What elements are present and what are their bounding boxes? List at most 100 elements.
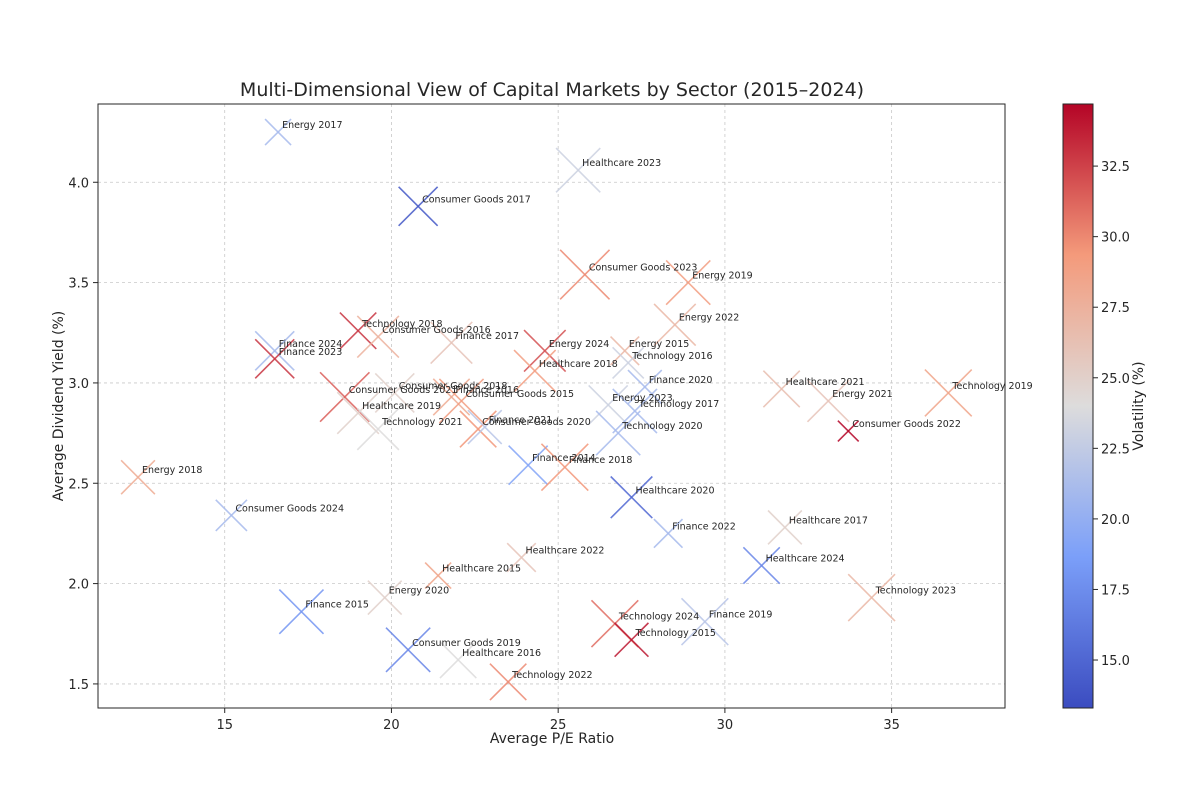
point-label: Finance 2023 [279,347,343,358]
point-label: Energy 2024 [549,339,609,350]
point-label: Consumer Goods 2016 [382,325,491,336]
data-point-stroke [398,186,439,227]
point-label: Consumer Goods 2019 [412,638,521,649]
y-axis-label: Average Dividend Yield (%) [51,311,67,502]
chart-title: Multi-Dimensional View of Capital Market… [240,79,864,101]
data-point-stroke [555,147,601,193]
point-label: Energy 2017 [282,120,342,131]
data-point [120,459,156,495]
data-point-stroke [356,407,400,451]
point-label: Consumer Goods 2015 [465,389,574,400]
data-point-stroke [438,378,485,424]
data-point [762,370,801,408]
point-label: Healthcare 2023 [582,158,661,169]
data-point-stroke [319,371,371,423]
point-label: Healthcare 2018 [539,359,618,370]
data-point-stroke [467,409,503,445]
point-label: Technology 2017 [638,399,719,410]
data-point-stroke [665,259,711,306]
point-label: Consumer Goods 2018 [399,381,508,392]
colorbar-tick-label: 17.5 [1101,583,1130,598]
point-label: Finance 2016 [455,385,519,396]
data-point-stroke [430,321,473,365]
data-point-stroke [489,663,527,701]
point-label: Energy 2022 [679,313,739,324]
data-point [806,379,850,423]
point-label: Technology 2019 [951,381,1032,392]
data-point-stroke [367,580,403,616]
data-point-stroke [439,641,477,679]
data-point-stroke [847,573,896,622]
data-point [523,329,567,373]
data-point-stroke [356,315,400,359]
data-point [847,573,896,622]
point-label: Consumer Goods 2024 [235,503,344,514]
y-tick-label: 4.0 [68,176,89,191]
data-point-stroke [374,372,415,414]
data-point [278,589,325,635]
point-label: Energy 2023 [612,393,672,404]
x-tick-label: 15 [216,718,233,733]
point-label: Technology 2020 [621,421,702,432]
data-point-stroke [653,303,697,347]
data-point [254,330,295,371]
point-labels: Energy 2017 Healthcare 2023 Consumer Goods… [142,120,1033,681]
colorbar-tick-label: 30.0 [1101,231,1130,246]
data-point-stroke [614,622,649,658]
data-point [264,118,292,146]
point-label: Energy 2018 [142,465,202,476]
x-tick-label: 25 [550,718,567,733]
data-point-stroke [278,589,325,635]
colorbar-tick-label: 15.0 [1101,654,1130,669]
point-label: Consumer Goods 2017 [422,194,531,205]
colorbar-ticks: 15.0 17.5 20.0 22.5 25.0 27.5 30.0 32.5 [1093,160,1130,669]
point-label: Technology 2022 [511,670,592,681]
data-point [665,259,711,306]
point-label: Healthcare 2019 [362,401,441,412]
point-label: Healthcare 2020 [636,485,715,496]
point-label: Healthcare 2016 [462,648,541,659]
data-point-stroke [595,410,641,456]
data-point [612,388,658,434]
data-point-stroke [653,518,684,549]
data-point [653,518,684,549]
data-point [439,641,477,679]
data-point-stroke [559,249,611,300]
data-point-stroke [540,443,589,492]
data-point-stroke [339,311,377,350]
data-point-stroke [508,445,549,486]
data-point [610,475,653,519]
data-point-stroke [742,546,781,585]
plot-frame [97,103,1006,709]
point-label: Finance 2019 [709,610,773,621]
data-point [356,407,400,451]
data-point-stroke [459,410,497,448]
data-point [588,384,629,426]
data-point-stroke [506,542,537,573]
data-point [374,372,415,414]
data-point-stroke [264,118,292,146]
data-point-stroke [837,420,860,443]
colorbar [1062,103,1094,709]
data-point [924,368,973,417]
point-label: Healthcare 2024 [766,554,845,565]
data-point-stroke [385,627,431,673]
data-point-stroke [762,370,801,408]
data-point [653,303,697,347]
data-point-stroke [120,459,156,495]
point-label: Healthcare 2015 [442,564,521,575]
data-point [367,580,403,616]
data-point [767,509,803,545]
x-axis-ticks: 15 20 25 30 35 [216,708,900,733]
data-point [467,409,503,445]
x-tick-label: 20 [383,718,400,733]
data-point-stroke [523,329,567,373]
point-label: Finance 2021 [489,415,553,426]
data-point [339,311,377,350]
y-tick-label: 3.5 [68,277,89,292]
data-point-stroke [254,330,295,371]
data-point-stroke [432,378,471,416]
data-point-stroke [612,346,645,380]
y-axis-ticks: 1.5 2.0 2.5 3.0 3.5 4.0 [68,176,98,693]
data-point [319,371,371,423]
